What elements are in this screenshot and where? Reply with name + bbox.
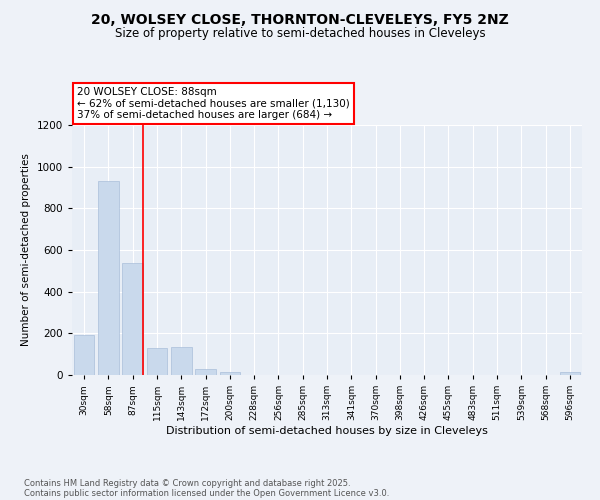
Text: Contains public sector information licensed under the Open Government Licence v3: Contains public sector information licen…	[24, 488, 389, 498]
Bar	[122, 262, 143, 375]
Text: 20 WOLSEY CLOSE: 88sqm
← 62% of semi-detached houses are smaller (1,130)
37% of : 20 WOLSEY CLOSE: 88sqm ← 62% of semi-det…	[77, 87, 350, 120]
X-axis label: Distribution of semi-detached houses by size in Cleveleys: Distribution of semi-detached houses by …	[166, 426, 488, 436]
Bar	[146, 348, 167, 375]
Bar	[195, 369, 216, 375]
Y-axis label: Number of semi-detached properties: Number of semi-detached properties	[21, 154, 31, 346]
Text: Size of property relative to semi-detached houses in Cleveleys: Size of property relative to semi-detach…	[115, 28, 485, 40]
Bar	[98, 181, 119, 375]
Bar	[171, 347, 191, 375]
Text: 20, WOLSEY CLOSE, THORNTON-CLEVELEYS, FY5 2NZ: 20, WOLSEY CLOSE, THORNTON-CLEVELEYS, FY…	[91, 12, 509, 26]
Bar	[220, 372, 240, 375]
Bar	[74, 336, 94, 375]
Bar	[560, 372, 580, 375]
Text: Contains HM Land Registry data © Crown copyright and database right 2025.: Contains HM Land Registry data © Crown c…	[24, 478, 350, 488]
